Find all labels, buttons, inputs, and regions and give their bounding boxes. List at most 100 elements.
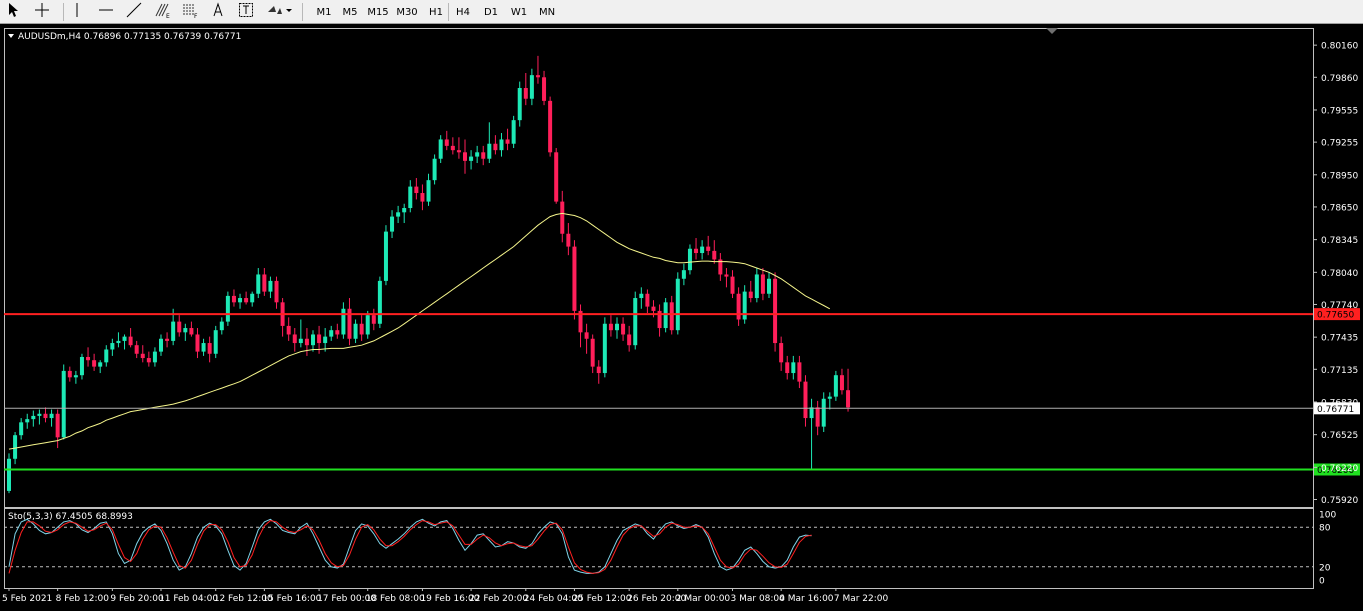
candle-body bbox=[104, 349, 109, 363]
crosshair-icon[interactable] bbox=[34, 2, 56, 22]
candle-body bbox=[396, 212, 401, 217]
x-tick-label: 4 Mar 16:00 bbox=[779, 594, 834, 604]
timeframe-m1-button[interactable]: M1 bbox=[316, 6, 332, 18]
price-line-label-box bbox=[1314, 308, 1360, 321]
price-line-label: 0.76771 bbox=[1317, 405, 1354, 415]
candle-body bbox=[511, 120, 516, 144]
candle-body bbox=[663, 302, 668, 329]
candle-body bbox=[92, 360, 97, 367]
x-tick-label: 22 Feb 20:00 bbox=[469, 594, 528, 604]
candle-body bbox=[463, 152, 467, 161]
candle-body bbox=[754, 274, 759, 299]
candle-body bbox=[274, 280, 279, 303]
candle-body bbox=[724, 274, 729, 277]
candle-body bbox=[572, 246, 577, 311]
candle-body bbox=[669, 302, 674, 331]
candle-body bbox=[165, 338, 170, 341]
candle-body bbox=[578, 310, 583, 333]
text-icon[interactable] bbox=[210, 2, 232, 22]
fibonacci-retracement-icon[interactable]: F bbox=[182, 2, 204, 22]
candle-body bbox=[67, 370, 72, 378]
chart-area[interactable]: Sto(5,3,3) 67.4505 68.8993 0.77650 0.7677… bbox=[0, 24, 1363, 611]
candle-body bbox=[651, 306, 656, 311]
x-tick-label: 8 Feb 12:00 bbox=[56, 594, 110, 604]
candle-body bbox=[128, 336, 133, 346]
candle-body bbox=[584, 332, 589, 339]
candle-body bbox=[487, 143, 492, 159]
candle-body bbox=[450, 145, 455, 151]
x-tick-label: 11 Feb 04:00 bbox=[159, 594, 218, 604]
vertical-line-icon[interactable] bbox=[70, 2, 90, 22]
y-tick-label: 0.80160 bbox=[1321, 42, 1358, 52]
candle-body bbox=[481, 152, 486, 159]
candle-body bbox=[730, 276, 735, 294]
candle-body bbox=[323, 336, 328, 344]
candle-body bbox=[73, 375, 78, 378]
candle-body bbox=[760, 274, 765, 294]
cursor-icon[interactable] bbox=[6, 2, 26, 22]
timeframe-h1-button[interactable]: H1 bbox=[429, 6, 443, 18]
candle-body bbox=[596, 366, 601, 374]
candle-body bbox=[627, 334, 632, 346]
candle-body bbox=[353, 323, 358, 339]
timeframe-m5-button[interactable]: M5 bbox=[342, 6, 358, 18]
collapse-arrow-icon bbox=[8, 34, 14, 38]
timeframe-h4-button[interactable]: H4 bbox=[456, 6, 470, 18]
candle-body bbox=[718, 259, 723, 275]
timeframe-m30-button[interactable]: M30 bbox=[396, 6, 418, 18]
candle-body bbox=[195, 334, 200, 352]
candle-body bbox=[110, 343, 115, 350]
candle-body bbox=[292, 334, 297, 344]
candle-body bbox=[469, 156, 474, 161]
candle-body bbox=[43, 413, 48, 419]
candle-body bbox=[499, 139, 504, 151]
candle-body bbox=[639, 293, 644, 299]
candle-body bbox=[706, 246, 711, 251]
candle-body bbox=[219, 321, 224, 331]
timeframe-d1-button[interactable]: D1 bbox=[483, 6, 499, 18]
text-label-icon[interactable] bbox=[238, 2, 260, 22]
candle-body bbox=[268, 280, 273, 292]
shift-marker-icon bbox=[1046, 28, 1058, 34]
candle-body bbox=[542, 77, 547, 101]
candle-body bbox=[432, 158, 437, 181]
candle-body bbox=[426, 180, 431, 202]
trendline-icon[interactable] bbox=[126, 2, 148, 22]
candle-body bbox=[377, 280, 382, 324]
candle-body bbox=[238, 298, 243, 303]
timeframe-m15-button[interactable]: M15 bbox=[367, 6, 389, 18]
x-tick-label: 12 Feb 12:00 bbox=[214, 594, 273, 604]
stochastic-frame bbox=[4, 508, 1314, 589]
x-tick-label: 26 Feb 20:00 bbox=[627, 594, 686, 604]
fibonacci-icon[interactable]: E bbox=[154, 2, 176, 22]
candle-body bbox=[791, 362, 796, 374]
timeframe-mn-button[interactable]: MN bbox=[538, 6, 556, 18]
candle-body bbox=[371, 315, 376, 324]
candle-body bbox=[98, 362, 103, 367]
candle-body bbox=[833, 375, 838, 397]
timeframe-w1-button[interactable]: W1 bbox=[510, 6, 528, 18]
candle-body bbox=[159, 338, 163, 352]
y-tick-label: 0.79255 bbox=[1321, 139, 1358, 149]
candle-body bbox=[590, 338, 595, 367]
candle-body bbox=[19, 422, 24, 436]
candle-body bbox=[286, 325, 291, 335]
candle-body bbox=[615, 323, 619, 331]
candle-body bbox=[827, 396, 832, 399]
candle-body bbox=[365, 315, 370, 335]
svg-text:E: E bbox=[166, 13, 170, 18]
candle-body bbox=[621, 323, 626, 335]
y-tick-label: 0.79555 bbox=[1321, 106, 1358, 116]
candle-body bbox=[408, 186, 413, 209]
candle-body bbox=[177, 321, 182, 333]
candle-body bbox=[49, 413, 54, 419]
x-tick-label: 18 Feb 08:00 bbox=[366, 594, 425, 604]
horizontal-line-icon[interactable] bbox=[98, 2, 120, 22]
y-tick-label: 0.78950 bbox=[1321, 171, 1358, 181]
y-tick-label: 0.77135 bbox=[1321, 366, 1358, 376]
candle-body bbox=[523, 88, 528, 99]
moving-average-line bbox=[8, 212, 831, 450]
stochastic-y-label: 80 bbox=[1319, 524, 1331, 534]
candle-body bbox=[657, 310, 662, 329]
arrows-icon[interactable] bbox=[266, 2, 296, 22]
